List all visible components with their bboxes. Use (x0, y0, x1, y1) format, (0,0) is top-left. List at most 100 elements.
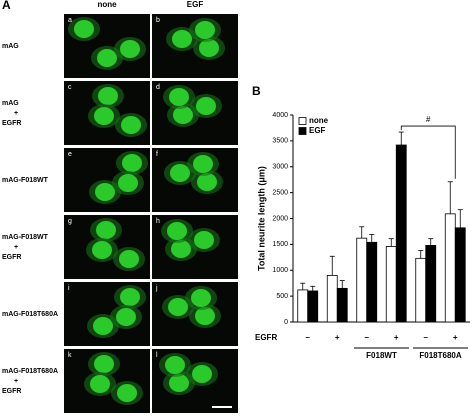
bar (336, 287, 348, 323)
cells (163, 85, 222, 127)
cell (194, 231, 214, 249)
cell (199, 39, 219, 57)
row-label: mAG (2, 43, 19, 50)
bar (385, 246, 397, 323)
x-tick-label: + (394, 333, 399, 342)
cells (159, 353, 218, 395)
cell (90, 375, 110, 393)
y-tick-label: 4000 (272, 112, 288, 119)
y-tick-label: 1500 (272, 241, 288, 248)
cell (95, 183, 115, 201)
cell (119, 250, 139, 268)
cell (197, 173, 217, 191)
image-letter: f (156, 151, 158, 158)
y-tick-label: 0 (284, 319, 288, 326)
annotation: # (426, 115, 431, 124)
image-letter: i (68, 285, 70, 292)
cell (169, 374, 189, 392)
cell (117, 384, 137, 402)
row-label: EGFR (2, 254, 21, 261)
cell (121, 116, 141, 134)
row-label: + (14, 378, 18, 385)
cell (120, 40, 140, 58)
cell (98, 87, 118, 105)
cell (165, 356, 185, 374)
cells (87, 285, 146, 338)
cells (162, 286, 221, 328)
cell (171, 240, 191, 258)
image-letter: e (68, 151, 72, 158)
y-axis-label: Total neurite length (μm) (256, 166, 266, 271)
row-label: mAG-F018T680A (2, 368, 58, 375)
y-tick-label: 2000 (272, 215, 288, 222)
image-letter: l (156, 352, 158, 359)
cell (116, 308, 136, 326)
cells (161, 219, 220, 261)
cell (120, 288, 140, 306)
legend-swatch (298, 127, 307, 135)
cell (195, 307, 215, 325)
x-tick-label: + (453, 333, 458, 342)
group-label: F018WT (366, 351, 397, 360)
row-label: mAG-F018T680A (2, 311, 58, 318)
cell (94, 107, 114, 125)
cell (92, 241, 112, 259)
y-tick-label: 2500 (272, 189, 288, 196)
bar (415, 257, 427, 323)
cells (164, 152, 223, 194)
panel-label: A (2, 0, 11, 12)
cell (193, 155, 213, 173)
cell (173, 106, 193, 124)
cell (191, 289, 211, 307)
legend-label: EGF (309, 126, 326, 135)
cell (196, 97, 216, 115)
bar (454, 227, 466, 323)
row-label: mAG-F018WT (2, 177, 49, 184)
cell (74, 20, 94, 38)
column-header: none (97, 0, 117, 9)
x-row-label: EGFR (255, 333, 277, 342)
cells (86, 218, 145, 271)
cell (170, 164, 190, 182)
image-letter: h (156, 218, 160, 225)
image-letter: d (156, 84, 160, 91)
image-letter: c (68, 84, 72, 91)
bar (444, 213, 456, 323)
cell (192, 365, 212, 383)
cell (96, 221, 116, 239)
panel-label: B (252, 84, 261, 98)
image-letter: a (68, 17, 72, 24)
y-tick-label: 1000 (272, 267, 288, 274)
bar (356, 237, 368, 323)
cell (97, 49, 117, 67)
bar (307, 290, 319, 323)
image-letter: j (155, 285, 158, 292)
cell (118, 174, 138, 192)
cells (166, 18, 225, 60)
cell (93, 317, 113, 335)
group-label: F018T680A (419, 351, 461, 360)
legend-label: none (309, 116, 329, 125)
column-header: EGF (187, 0, 204, 9)
cell (122, 154, 142, 172)
bar (326, 275, 338, 323)
bar (395, 144, 407, 323)
row-label: mAG-F018WT (2, 234, 49, 241)
significance-bracket (400, 125, 456, 179)
image-letter: g (68, 218, 72, 225)
bar (425, 245, 437, 323)
y-tick-label: 3500 (272, 138, 288, 145)
row-label: EGFR (2, 388, 21, 395)
x-tick-label: – (365, 333, 370, 342)
cell (169, 88, 189, 106)
cells (84, 352, 143, 405)
row-label: + (14, 110, 18, 117)
image-letter: k (68, 352, 72, 359)
bar (297, 289, 309, 323)
row-label: EGFR (2, 120, 21, 127)
cell (167, 222, 187, 240)
x-tick-label: + (335, 333, 340, 342)
row-label: mAG (2, 100, 19, 107)
y-tick-label: 3000 (272, 164, 288, 171)
cell (195, 21, 215, 39)
